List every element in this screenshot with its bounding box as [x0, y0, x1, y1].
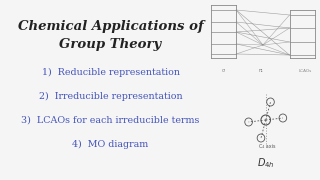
Text: 1)  Reducible representation: 1) Reducible representation: [42, 68, 180, 77]
Text: 3)  LCAOs for each irreducible terms: 3) LCAOs for each irreducible terms: [21, 116, 200, 125]
Text: 4)  MO diagram: 4) MO diagram: [72, 140, 149, 149]
Text: 2)  Irreducible representation: 2) Irreducible representation: [39, 92, 182, 101]
Text: C₄ axis: C₄ axis: [260, 144, 276, 149]
Text: σ: σ: [221, 68, 224, 73]
Text: Chemical Applications of: Chemical Applications of: [18, 20, 204, 33]
Text: π₁: π₁: [259, 68, 263, 73]
Text: $D_{4h}$: $D_{4h}$: [257, 156, 275, 170]
Text: LCAOs: LCAOs: [299, 69, 312, 73]
Text: Group Theory: Group Theory: [60, 38, 162, 51]
